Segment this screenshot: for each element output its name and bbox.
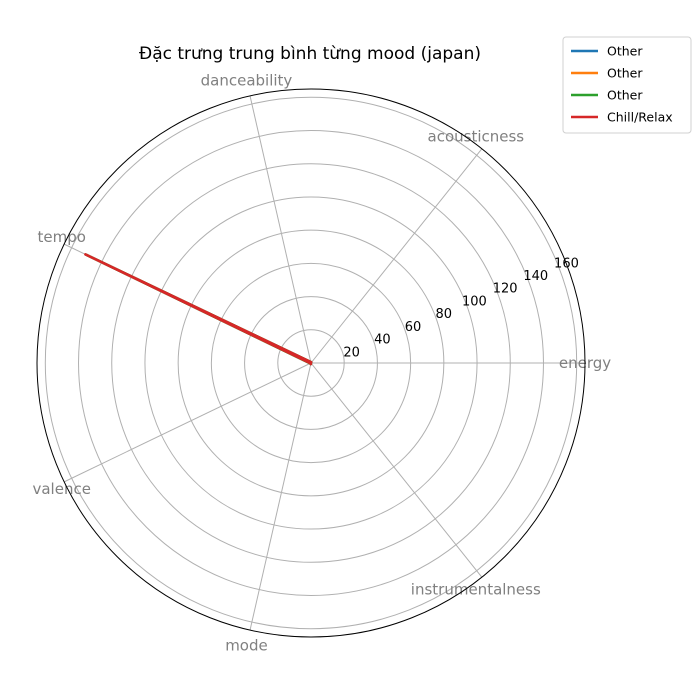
axis-label-instrumentalness: instrumentalness <box>411 581 541 599</box>
radial-tick-label: 80 <box>435 307 452 322</box>
outer-frame <box>36 88 586 638</box>
series-lines <box>84 253 313 366</box>
axis-label-tempo: tempo <box>38 228 86 246</box>
legend-label: Other <box>607 66 643 81</box>
radial-tick-label: 40 <box>374 333 391 348</box>
legend-label: Chill/Relax <box>607 110 673 125</box>
grid-spoke <box>310 362 483 578</box>
grid-spoke <box>63 362 312 483</box>
radial-tick-label: 60 <box>405 320 422 335</box>
grid-spoke <box>249 95 312 364</box>
radial-tick-label: 20 <box>343 345 360 360</box>
chart-title: Đặc trưng trung bình từng mood (japan) <box>139 44 481 64</box>
axis-label-acousticness: acousticness <box>428 127 525 145</box>
legend-label: Other <box>607 88 643 103</box>
radial-tick-label: 140 <box>523 269 548 284</box>
radial-tick-label: 100 <box>462 294 487 309</box>
legend-box <box>562 36 692 134</box>
grid <box>44 95 585 631</box>
grid-spoke <box>310 148 483 364</box>
axis-label-valence: valence <box>32 480 90 498</box>
radial-tick-label: 120 <box>493 282 518 297</box>
series-line-3 <box>84 253 313 366</box>
legend-label: Other <box>607 44 643 59</box>
axis-label-danceability: danceability <box>201 71 293 89</box>
axis-label-mode: mode <box>225 637 268 655</box>
grid-spoke <box>249 362 312 631</box>
legend: Other Other Other Chill/Relax <box>562 36 692 134</box>
